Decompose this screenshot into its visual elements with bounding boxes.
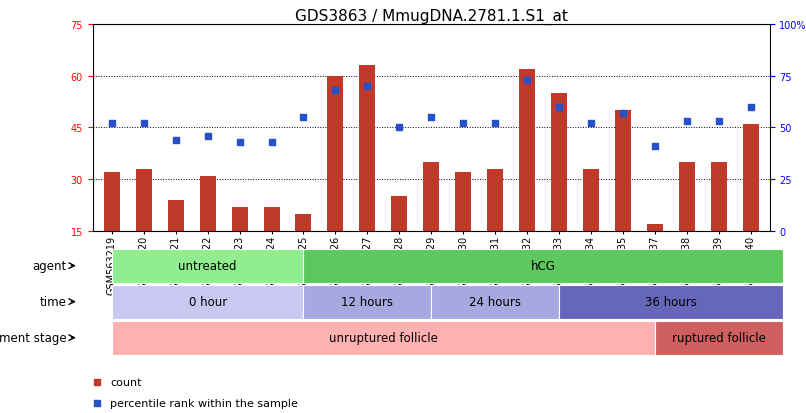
Point (265, 139, 278, 146)
Point (425, 114, 438, 121)
Point (713, 119, 725, 125)
Point (584, 121, 597, 127)
Text: unruptured follicle: unruptured follicle (329, 331, 438, 344)
Bar (264, 207, 280, 231)
Bar (359, 66, 376, 231)
Point (488, 121, 501, 127)
Point (393, 125, 405, 131)
Bar (168, 200, 184, 231)
Point (233, 139, 246, 146)
Point (361, 83, 374, 90)
Point (680, 119, 693, 125)
Point (552, 104, 565, 111)
Bar (327, 76, 343, 231)
Point (457, 121, 470, 127)
Bar (423, 162, 439, 231)
Point (297, 114, 310, 121)
Point (90, 379, 103, 385)
Text: ruptured follicle: ruptured follicle (671, 331, 766, 344)
Text: count: count (110, 377, 142, 387)
Text: hCG: hCG (530, 259, 555, 273)
Point (744, 104, 757, 111)
Point (106, 121, 118, 127)
Point (648, 143, 661, 150)
Text: 24 hours: 24 hours (469, 295, 521, 309)
Bar (296, 214, 311, 231)
Bar (231, 207, 247, 231)
Bar (646, 224, 663, 231)
Point (137, 121, 150, 127)
Bar (679, 162, 695, 231)
Bar (200, 176, 216, 231)
Bar (615, 111, 631, 231)
Bar (135, 169, 152, 231)
Text: agent: agent (32, 259, 67, 273)
Bar (711, 162, 727, 231)
Text: development stage: development stage (0, 331, 67, 344)
Text: 36 hours: 36 hours (645, 295, 696, 309)
Point (169, 137, 182, 144)
Bar (391, 197, 407, 231)
Text: time: time (39, 295, 67, 309)
Bar (104, 173, 120, 231)
Title: GDS3863 / MmugDNA.2781.1.S1_at: GDS3863 / MmugDNA.2781.1.S1_at (295, 9, 567, 25)
Bar (583, 169, 599, 231)
Bar (487, 169, 503, 231)
Bar (551, 94, 567, 231)
Point (202, 133, 214, 140)
Text: 12 hours: 12 hours (341, 295, 393, 309)
Text: percentile rank within the sample: percentile rank within the sample (110, 398, 298, 408)
Bar (455, 173, 472, 231)
Point (329, 88, 342, 94)
Point (521, 77, 534, 84)
Bar (742, 125, 758, 231)
Point (90, 400, 103, 406)
Text: untreated: untreated (178, 259, 237, 273)
Bar (519, 69, 535, 231)
Text: 0 hour: 0 hour (189, 295, 226, 309)
Point (617, 110, 629, 117)
